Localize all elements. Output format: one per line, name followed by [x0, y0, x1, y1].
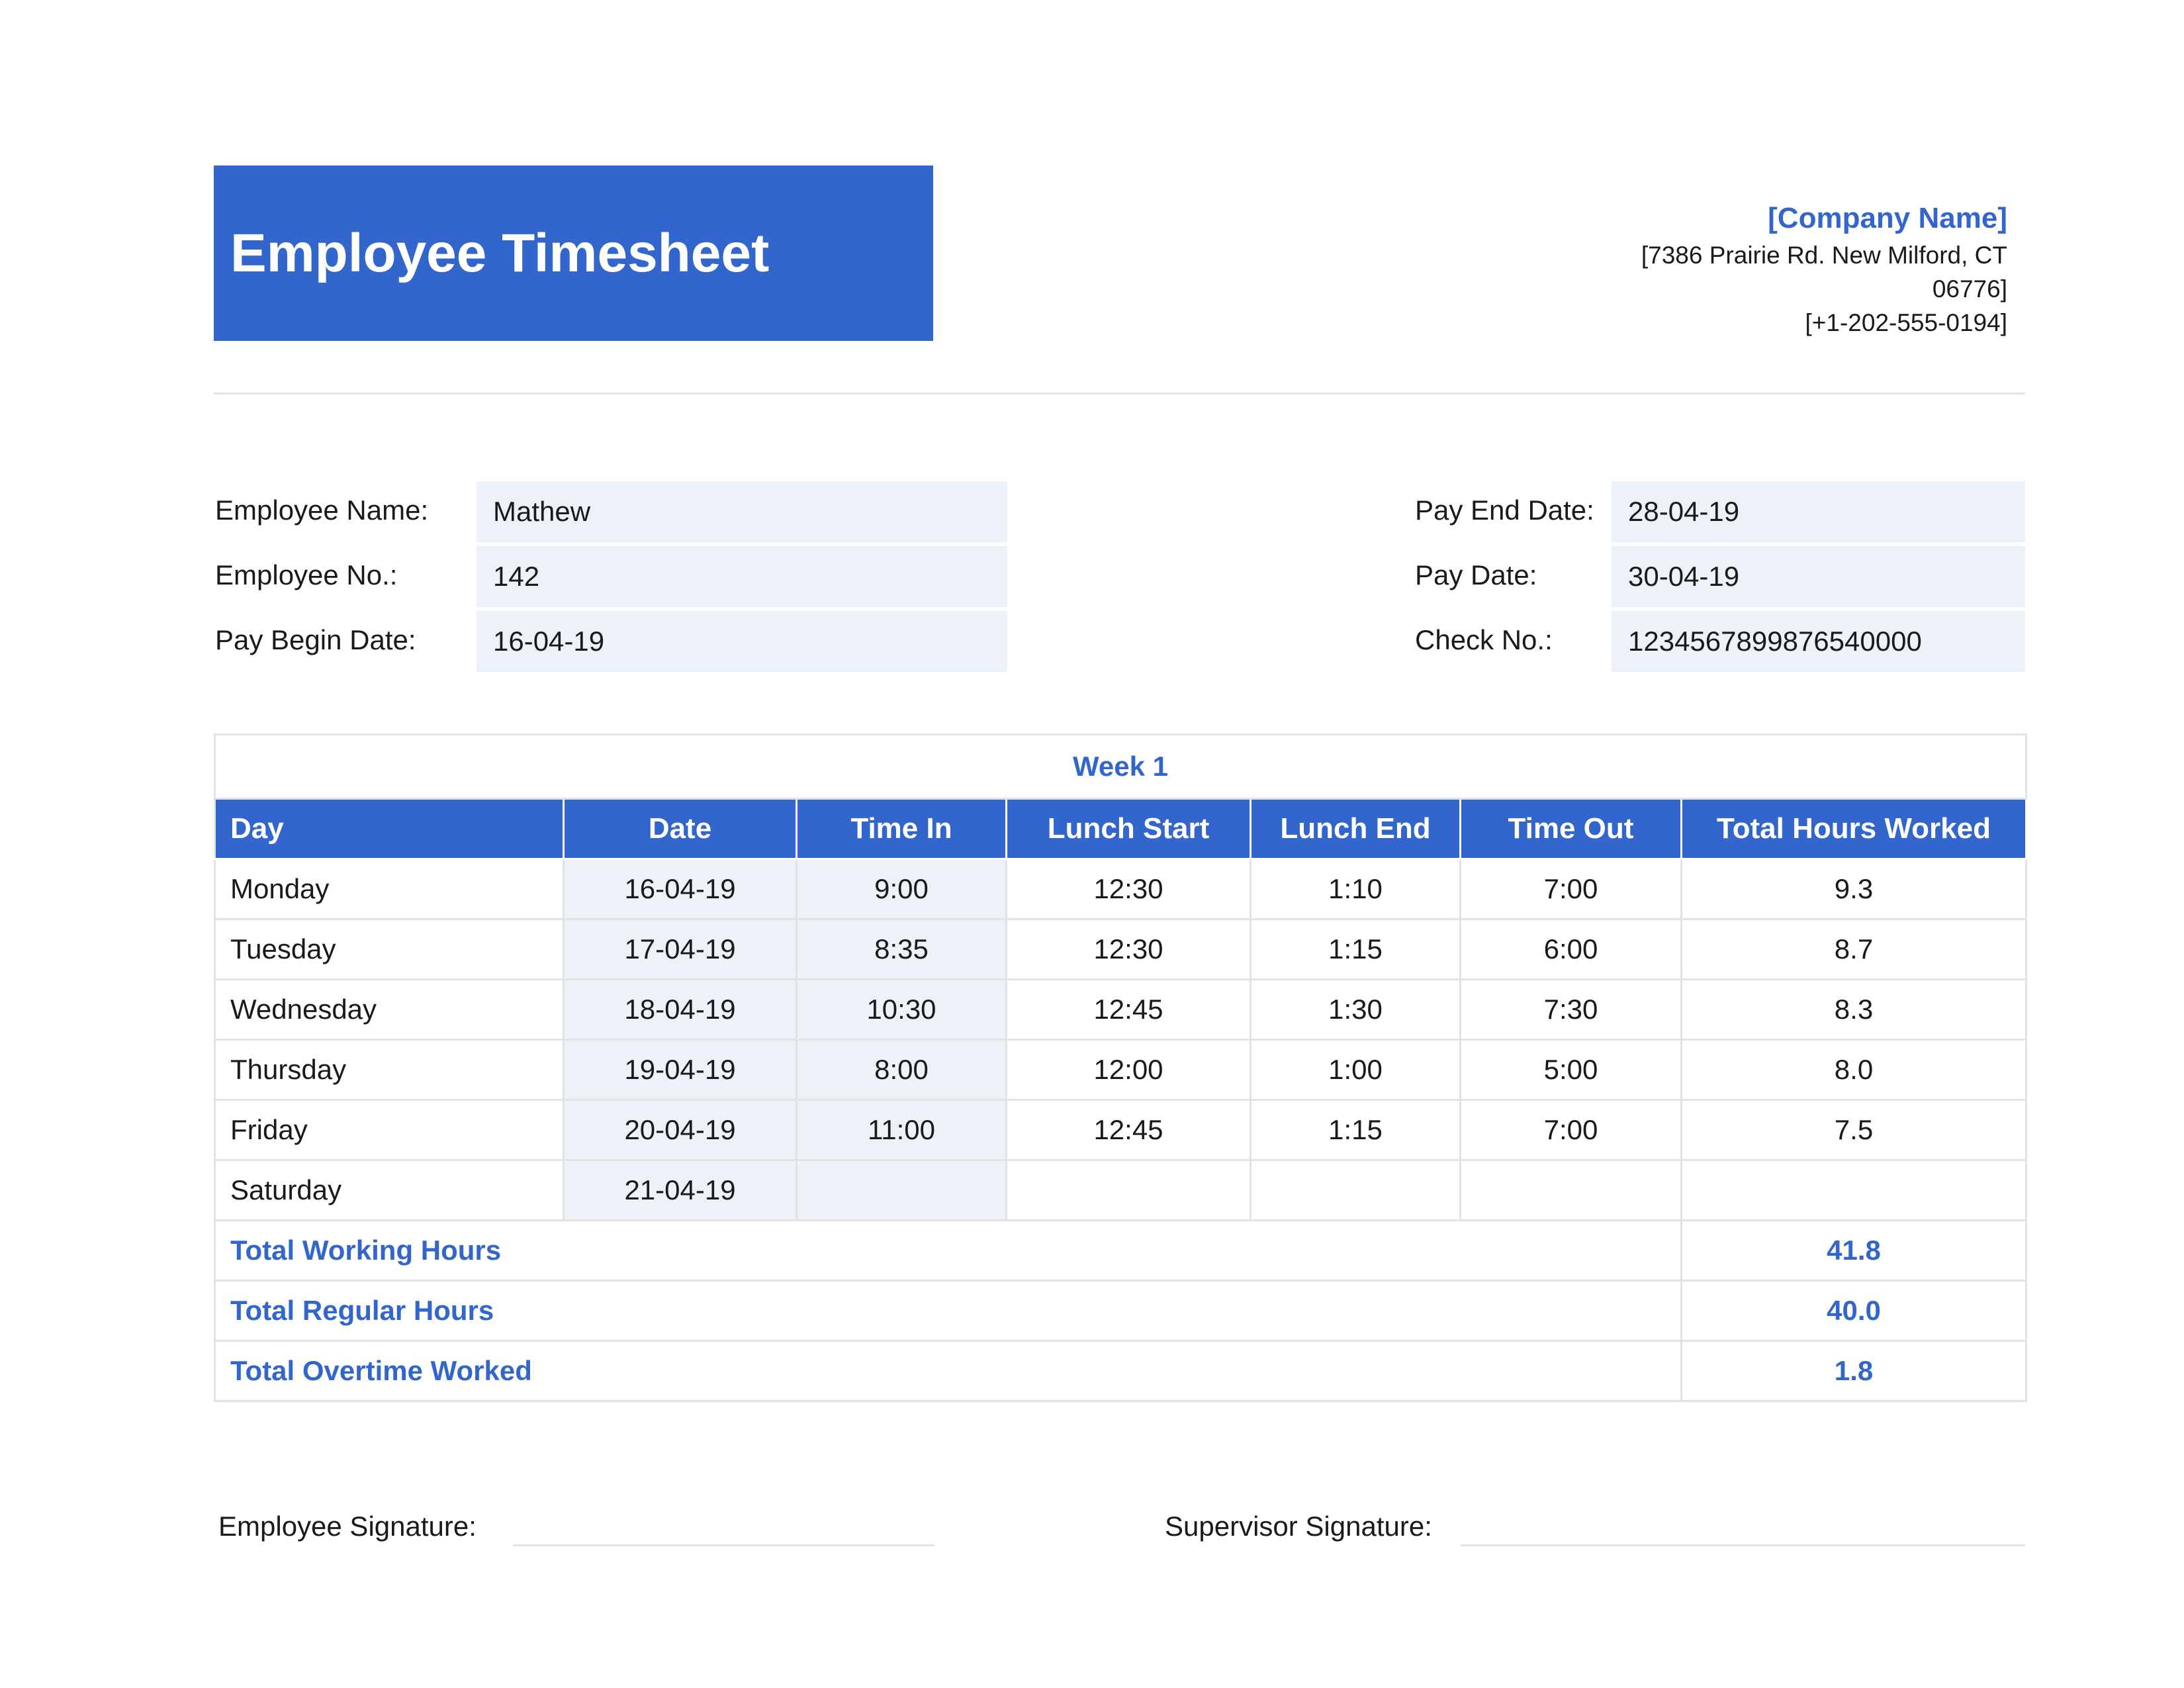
total-hours-cell	[1680, 1159, 2027, 1221]
lunch-end-cell[interactable]: 1:30	[1250, 978, 1461, 1041]
time-in-cell[interactable]: 10:30	[796, 978, 1007, 1041]
total-hours-cell: 8.0	[1680, 1039, 2027, 1101]
supervisor-signature-line[interactable]	[1461, 1544, 2025, 1546]
time-in-cell[interactable]: 8:00	[796, 1039, 1007, 1101]
column-header-total-hours: Total Hours Worked	[1680, 798, 2027, 860]
company-name: [Company Name]	[1768, 202, 2007, 234]
table-row: Saturday 21-04-19	[214, 1159, 2027, 1221]
date-cell[interactable]: 19-04-19	[563, 1039, 797, 1101]
column-header-date: Date	[563, 798, 797, 860]
day-cell: Friday	[214, 1099, 565, 1161]
lunch-start-cell[interactable]: 12:30	[1005, 858, 1251, 920]
total-overtime-row: Total Overtime Worked 1.8	[214, 1340, 2027, 1402]
time-out-cell[interactable]: 7:00	[1459, 1099, 1682, 1161]
time-in-cell[interactable]: 8:35	[796, 918, 1007, 980]
pay-begin-date-field[interactable]: 16-04-19	[477, 611, 1007, 672]
total-hours-cell: 7.5	[1680, 1099, 2027, 1161]
total-regular-hours-row: Total Regular Hours 40.0	[214, 1280, 2027, 1342]
date-cell[interactable]: 16-04-19	[563, 858, 797, 920]
table-row: Thursday 19-04-19 8:00 12:00 1:00 5:00 8…	[214, 1039, 2027, 1101]
date-cell[interactable]: 21-04-19	[563, 1159, 797, 1221]
time-out-cell[interactable]: 7:30	[1459, 978, 1682, 1041]
total-hours-cell: 8.3	[1680, 978, 2027, 1041]
date-cell[interactable]: 17-04-19	[563, 918, 797, 980]
lunch-start-cell[interactable]: 12:30	[1005, 918, 1251, 980]
lunch-end-cell[interactable]: 1:00	[1250, 1039, 1461, 1101]
pay-date-field[interactable]: 30-04-19	[1612, 546, 2025, 607]
column-header-lunch-start: Lunch Start	[1005, 798, 1251, 860]
header-divider	[214, 393, 2025, 395]
title-banner: Employee Timesheet	[214, 165, 933, 341]
table-header-row: Day Date Time In Lunch Start Lunch End T…	[214, 798, 2027, 860]
total-regular-hours-value: 40.0	[1680, 1280, 2027, 1342]
lunch-start-cell[interactable]: 12:00	[1005, 1039, 1251, 1101]
day-cell: Tuesday	[214, 918, 565, 980]
lunch-end-cell[interactable]	[1250, 1159, 1461, 1221]
lunch-end-cell[interactable]: 1:10	[1250, 858, 1461, 920]
table-row: Tuesday 17-04-19 8:35 12:30 1:15 6:00 8.…	[214, 918, 2027, 980]
date-cell[interactable]: 20-04-19	[563, 1099, 797, 1161]
pay-end-date-label: Pay End Date:	[1415, 494, 1594, 526]
time-out-cell[interactable]: 6:00	[1459, 918, 1682, 980]
lunch-end-cell[interactable]: 1:15	[1250, 918, 1461, 980]
total-working-hours-label: Total Working Hours	[214, 1219, 1682, 1282]
total-regular-hours-label: Total Regular Hours	[214, 1280, 1682, 1342]
column-header-time-in: Time In	[796, 798, 1007, 860]
employee-name-label: Employee Name:	[215, 494, 429, 526]
lunch-end-cell[interactable]: 1:15	[1250, 1099, 1461, 1161]
total-overtime-value: 1.8	[1680, 1340, 2027, 1402]
lunch-start-cell[interactable]	[1005, 1159, 1251, 1221]
employee-number-label: Employee No.:	[215, 559, 398, 590]
day-cell: Saturday	[214, 1159, 565, 1221]
company-block: [Company Name] [7386 Prairie Rd. New Mil…	[1544, 199, 2007, 340]
page-title: Employee Timesheet	[230, 222, 770, 283]
pay-begin-date-label: Pay Begin Date:	[215, 624, 416, 655]
employee-name-field[interactable]: Mathew	[477, 481, 1007, 542]
employee-signature-label: Employee Signature:	[218, 1511, 477, 1542]
week-title: Week 1	[214, 733, 2027, 800]
total-hours-cell: 8.7	[1680, 918, 2027, 980]
total-working-hours-row: Total Working Hours 41.8	[214, 1219, 2027, 1282]
time-out-cell[interactable]	[1459, 1159, 1682, 1221]
company-address-line1: [7386 Prairie Rd. New Milford, CT	[1641, 242, 2007, 269]
time-out-cell[interactable]: 7:00	[1459, 858, 1682, 920]
supervisor-signature-label: Supervisor Signature:	[1165, 1511, 1432, 1542]
company-phone: [+1-202-555-0194]	[1805, 309, 2008, 336]
week-title-row: Week 1	[214, 733, 2027, 800]
employee-signature-line[interactable]	[513, 1544, 934, 1546]
time-in-cell[interactable]	[796, 1159, 1007, 1221]
week-timesheet-table: Week 1 Day Date Time In Lunch Start Lunc…	[214, 733, 2027, 1402]
date-cell[interactable]: 18-04-19	[563, 978, 797, 1041]
time-in-cell[interactable]: 9:00	[796, 858, 1007, 920]
pay-date-label: Pay Date:	[1415, 559, 1537, 590]
time-in-cell[interactable]: 11:00	[796, 1099, 1007, 1161]
day-cell: Monday	[214, 858, 565, 920]
column-header-day: Day	[214, 798, 565, 860]
time-out-cell[interactable]: 5:00	[1459, 1039, 1682, 1101]
table-row: Wednesday 18-04-19 10:30 12:45 1:30 7:30…	[214, 978, 2027, 1041]
column-header-lunch-end: Lunch End	[1250, 798, 1461, 860]
pay-end-date-field[interactable]: 28-04-19	[1612, 481, 2025, 542]
table-row: Friday 20-04-19 11:00 12:45 1:15 7:00 7.…	[214, 1099, 2027, 1161]
check-number-label: Check No.:	[1415, 624, 1553, 655]
total-overtime-label: Total Overtime Worked	[214, 1340, 1682, 1402]
lunch-start-cell[interactable]: 12:45	[1005, 978, 1251, 1041]
day-cell: Wednesday	[214, 978, 565, 1041]
employee-number-field[interactable]: 142	[477, 546, 1007, 607]
total-working-hours-value: 41.8	[1680, 1219, 2027, 1282]
column-header-time-out: Time Out	[1459, 798, 1682, 860]
day-cell: Thursday	[214, 1039, 565, 1101]
table-row: Monday 16-04-19 9:00 12:30 1:10 7:00 9.3	[214, 858, 2027, 920]
lunch-start-cell[interactable]: 12:45	[1005, 1099, 1251, 1161]
check-number-field[interactable]: 1234567899876540000	[1612, 611, 2025, 672]
total-hours-cell: 9.3	[1680, 858, 2027, 920]
company-address-line2: 06776]	[1932, 275, 2007, 303]
